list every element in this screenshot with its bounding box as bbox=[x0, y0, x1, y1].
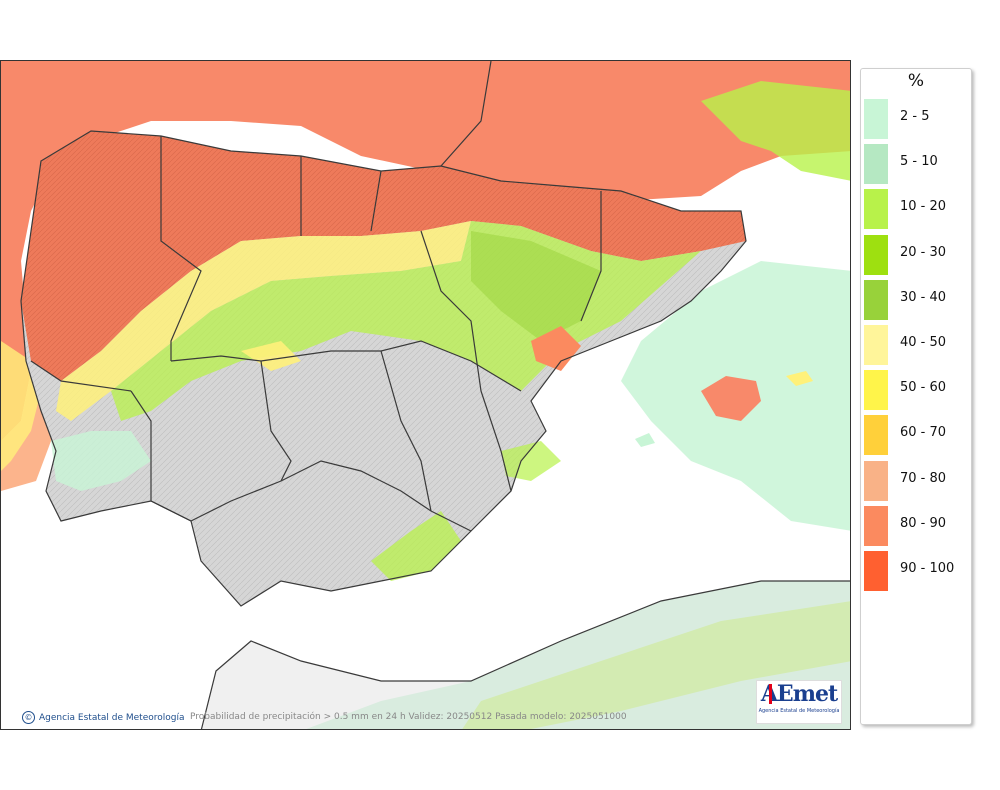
sea-high-prob-zone bbox=[1, 61, 850, 441]
land-west-green-fringe bbox=[51, 431, 151, 491]
legend-item: 30 - 40 bbox=[864, 278, 969, 320]
logo-wordmark: AEmet bbox=[760, 681, 838, 707]
map-canvas bbox=[1, 61, 850, 729]
agency-credit-text: Agencia Estatal de Meteorología bbox=[39, 713, 185, 723]
legend-label: 30 - 40 bbox=[900, 289, 947, 305]
legend-item: 20 - 30 bbox=[864, 233, 969, 275]
region-borders bbox=[20, 61, 747, 607]
legend-swatch bbox=[864, 144, 888, 185]
legend-title: % bbox=[907, 71, 925, 91]
land-north-high-prob bbox=[21, 131, 746, 381]
legend-swatch bbox=[864, 370, 888, 411]
legend-label: 90 - 100 bbox=[900, 561, 955, 576]
land-north-yellow-band bbox=[56, 221, 471, 421]
legend-item: 5 - 10 bbox=[864, 142, 969, 185]
copyright-icon: © bbox=[22, 711, 35, 724]
legend-swatch bbox=[864, 325, 888, 365]
legend-swatch bbox=[864, 279, 888, 320]
legend-item: 90 - 100 bbox=[864, 549, 969, 591]
legend-swatch bbox=[864, 234, 888, 275]
legend-item: 80 - 90 bbox=[864, 504, 969, 546]
agency-credit: © Agencia Estatal de Meteorología bbox=[22, 711, 185, 724]
legend-item: 50 - 60 bbox=[864, 368, 969, 411]
map-caption: Probabilidad de precipitación > 0.5 mm e… bbox=[190, 712, 627, 722]
legend-label: 40 - 50 bbox=[900, 335, 947, 350]
legend-item: 10 - 20 bbox=[864, 187, 969, 230]
legend-swatch bbox=[864, 99, 888, 139]
legend-label: 50 - 60 bbox=[900, 380, 947, 396]
logo-subtitle: Agencia Estatal de Meteorología bbox=[758, 708, 840, 714]
ibiza-island bbox=[635, 433, 655, 447]
legend-swatch bbox=[864, 189, 888, 230]
legend-label: 60 - 70 bbox=[900, 425, 947, 441]
legend-swatch bbox=[864, 460, 888, 501]
north-africa-land bbox=[201, 581, 850, 729]
land-east-orange-spot bbox=[531, 326, 581, 371]
legend-label: 70 - 80 bbox=[900, 470, 947, 486]
legend-swatch bbox=[864, 551, 888, 591]
legend-label: 80 - 90 bbox=[900, 515, 947, 531]
legend-item: 70 - 80 bbox=[864, 459, 969, 501]
legend-label: 2 - 5 bbox=[900, 109, 930, 124]
legend-label: 10 - 20 bbox=[900, 199, 947, 215]
coastline-north-africa bbox=[200, 580, 850, 729]
precipitation-map bbox=[0, 60, 851, 730]
legend-label: 5 - 10 bbox=[900, 154, 938, 170]
legend-swatch bbox=[864, 415, 888, 456]
legend-item: 60 - 70 bbox=[864, 413, 969, 456]
aemet-logo: AEmet Agencia Estatal de Meteorología bbox=[756, 680, 842, 724]
land-levante-green bbox=[501, 441, 561, 481]
sea-north-east-green bbox=[701, 81, 850, 181]
legend-panel: % 2 - 5 5 - 10 10 - 20 20 - 30 30 - 40 40 - 5… bbox=[860, 68, 972, 725]
legend-swatch bbox=[864, 505, 888, 546]
land-ebro-green bbox=[471, 231, 601, 341]
logo-accent-bar bbox=[769, 684, 772, 704]
legend-item: 2 - 5 bbox=[864, 97, 969, 139]
legend-item: 40 - 50 bbox=[864, 323, 969, 365]
mallorca-island bbox=[701, 376, 761, 421]
menorca-island bbox=[786, 371, 813, 386]
legend-label: 20 - 30 bbox=[900, 244, 947, 260]
land-central-yellow-spot bbox=[241, 341, 301, 371]
